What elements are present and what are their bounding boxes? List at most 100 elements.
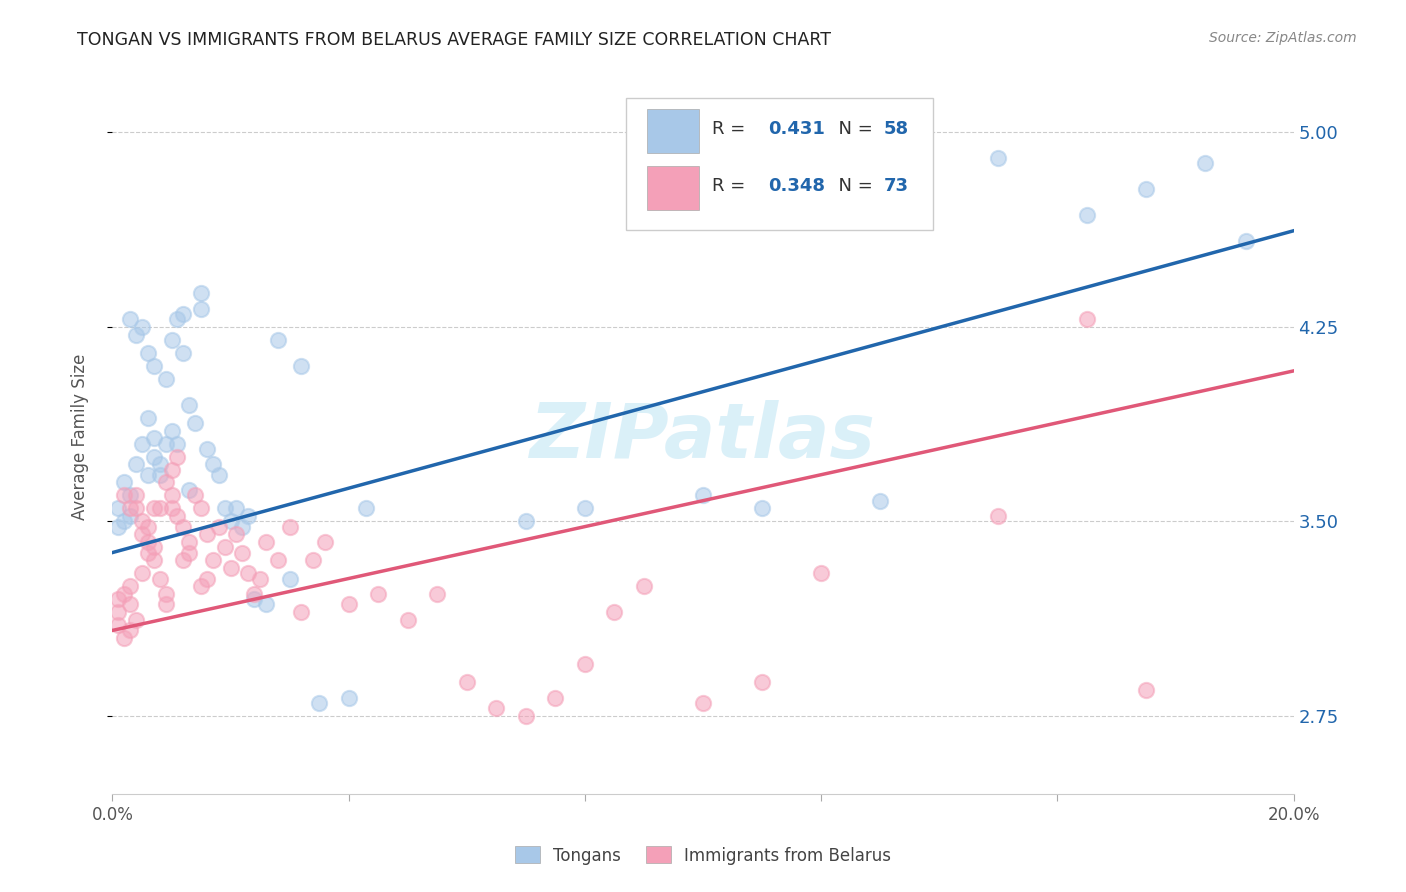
Point [160, 424, 183, 438]
Legend: Tongans, Immigrants from Belarus: Tongans, Immigrants from Belarus [508, 839, 898, 871]
Point [633, 579, 655, 593]
Text: 58: 58 [884, 120, 908, 137]
Point [1135, 683, 1157, 698]
Point [166, 509, 188, 524]
Point [155, 587, 177, 601]
Point [120, 579, 142, 593]
Point [869, 493, 891, 508]
Point [201, 458, 224, 472]
Point [208, 467, 231, 482]
Point [195, 572, 218, 586]
Point [225, 501, 247, 516]
Point [574, 501, 596, 516]
Point [987, 151, 1010, 165]
Point [337, 598, 360, 612]
Point [515, 515, 537, 529]
Point [515, 709, 537, 723]
Point [356, 501, 378, 516]
Point [692, 488, 714, 502]
Point [485, 701, 508, 715]
Point [136, 519, 159, 533]
Point [142, 501, 165, 516]
Point [149, 458, 172, 472]
Point [214, 501, 236, 516]
Text: Source: ZipAtlas.com: Source: ZipAtlas.com [1209, 31, 1357, 45]
Point [136, 410, 159, 425]
Point [302, 553, 325, 567]
Point [219, 561, 242, 575]
Point [179, 535, 201, 549]
Y-axis label: Average Family Size: Average Family Size [70, 354, 89, 520]
Point [190, 286, 212, 301]
Point [190, 579, 212, 593]
Point [987, 509, 1010, 524]
Point [1076, 312, 1098, 326]
Point [1135, 182, 1157, 196]
Point [267, 553, 290, 567]
Point [131, 527, 153, 541]
Point [166, 436, 188, 450]
Text: 0.348: 0.348 [768, 177, 825, 194]
Text: R =: R = [713, 177, 751, 194]
Point [120, 509, 142, 524]
Point [142, 553, 165, 567]
Point [190, 501, 212, 516]
Point [290, 605, 312, 619]
Point [142, 359, 165, 373]
Text: N =: N = [827, 177, 879, 194]
Point [172, 307, 194, 321]
Point [172, 553, 194, 567]
Point [751, 675, 773, 690]
Text: 73: 73 [884, 177, 908, 194]
Point [243, 587, 266, 601]
Point [120, 312, 142, 326]
Point [278, 572, 301, 586]
Point [131, 566, 153, 581]
Point [112, 515, 135, 529]
Point [125, 613, 148, 627]
Point [190, 301, 212, 316]
Point [125, 327, 148, 342]
Point [249, 572, 271, 586]
Point [149, 467, 172, 482]
Point [1076, 208, 1098, 222]
Point [125, 488, 148, 502]
Point [184, 488, 207, 502]
Point [112, 631, 135, 645]
FancyBboxPatch shape [648, 166, 699, 211]
Point [337, 690, 360, 705]
Point [231, 545, 253, 559]
Point [238, 509, 260, 524]
Point [131, 319, 153, 334]
Point [267, 333, 290, 347]
Point [238, 566, 260, 581]
Point [225, 527, 247, 541]
Point [308, 696, 330, 710]
Point [603, 605, 626, 619]
Point [1234, 234, 1257, 248]
Point [195, 527, 218, 541]
Point [254, 535, 277, 549]
Point [136, 545, 159, 559]
Point [1194, 156, 1216, 170]
Point [214, 541, 236, 555]
Point [125, 501, 148, 516]
Point [149, 501, 172, 516]
Point [201, 553, 224, 567]
Point [107, 519, 129, 533]
Point [160, 462, 183, 476]
Point [142, 541, 165, 555]
Point [155, 372, 177, 386]
Point [574, 657, 596, 672]
Point [810, 566, 832, 581]
Point [131, 515, 153, 529]
Point [208, 519, 231, 533]
Point [456, 675, 478, 690]
Point [544, 690, 567, 705]
Point [120, 501, 142, 516]
Text: 0.431: 0.431 [768, 120, 825, 137]
Point [136, 345, 159, 359]
Point [254, 598, 277, 612]
Point [136, 467, 159, 482]
Point [107, 592, 129, 607]
